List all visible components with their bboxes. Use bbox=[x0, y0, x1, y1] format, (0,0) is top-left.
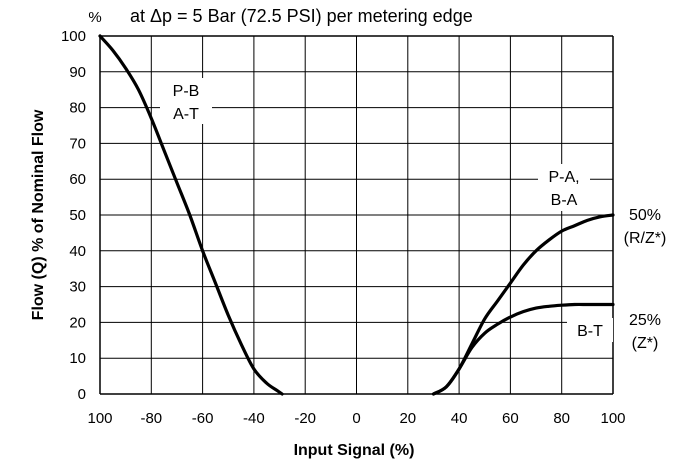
y-unit-label: % bbox=[88, 9, 101, 26]
x-tick-label: -80 bbox=[140, 410, 162, 427]
x-tick-label: 40 bbox=[451, 410, 468, 427]
x-tick-label: 0 bbox=[352, 410, 360, 427]
series-line bbox=[98, 34, 284, 396]
x-tick-label: -60 bbox=[192, 410, 214, 427]
label-background bbox=[567, 318, 613, 342]
series-lines bbox=[98, 34, 615, 396]
y-axis-title: Flow (Q) % of Nominal Flow bbox=[30, 109, 47, 320]
y-tick-label: 70 bbox=[69, 135, 86, 152]
label-r-z: (R/Z*) bbox=[624, 230, 667, 247]
label-b-a: B-A bbox=[551, 192, 578, 209]
x-tick-label: 60 bbox=[502, 410, 519, 427]
y-tick-label: 10 bbox=[69, 350, 86, 367]
y-tick-label: 20 bbox=[69, 314, 86, 331]
y-tick-label: 40 bbox=[69, 243, 86, 260]
y-tick-label: 50 bbox=[69, 207, 86, 224]
label-background bbox=[160, 78, 212, 124]
tick-labels: 100 -80 -60 -40 -20 0 20 40 60 80 1000102030405060… bbox=[61, 28, 626, 427]
y-tick-label: 60 bbox=[69, 171, 86, 188]
x-axis-title: Input Signal (%) bbox=[294, 442, 415, 459]
x-tick-label: 20 bbox=[399, 410, 416, 427]
label-z: (Z*) bbox=[632, 335, 659, 352]
label-b-t: B-T bbox=[577, 323, 603, 340]
grid bbox=[99, 35, 614, 395]
label-p-a: P-A, bbox=[548, 169, 579, 186]
y-tick-label: 0 bbox=[78, 386, 86, 403]
x-tick-label: -40 bbox=[243, 410, 265, 427]
series-line bbox=[431, 302, 615, 396]
x-tick-label: -20 bbox=[294, 410, 316, 427]
x-tick-label: 80 bbox=[553, 410, 570, 427]
y-tick-label: 90 bbox=[69, 64, 86, 81]
y-tick-label: 30 bbox=[69, 279, 86, 296]
label-background bbox=[538, 164, 590, 211]
y-tick-label: 100 bbox=[61, 28, 86, 45]
x-tick-label: 100 bbox=[87, 410, 112, 427]
y-tick-label: 80 bbox=[69, 100, 86, 117]
label-50-percent: 50% bbox=[629, 207, 661, 224]
label-p-b: P-B bbox=[173, 83, 200, 100]
label-25-percent: 25% bbox=[629, 312, 661, 329]
x-tick-label: 100 bbox=[600, 410, 625, 427]
label-a-t: A-T bbox=[173, 106, 199, 123]
chart-title: at Δp = 5 Bar (72.5 PSI) per metering ed… bbox=[130, 6, 473, 26]
annotations: P-B A-T P-A, B-A B-T 50% (R/Z*) 25% (Z*) bbox=[160, 78, 666, 352]
